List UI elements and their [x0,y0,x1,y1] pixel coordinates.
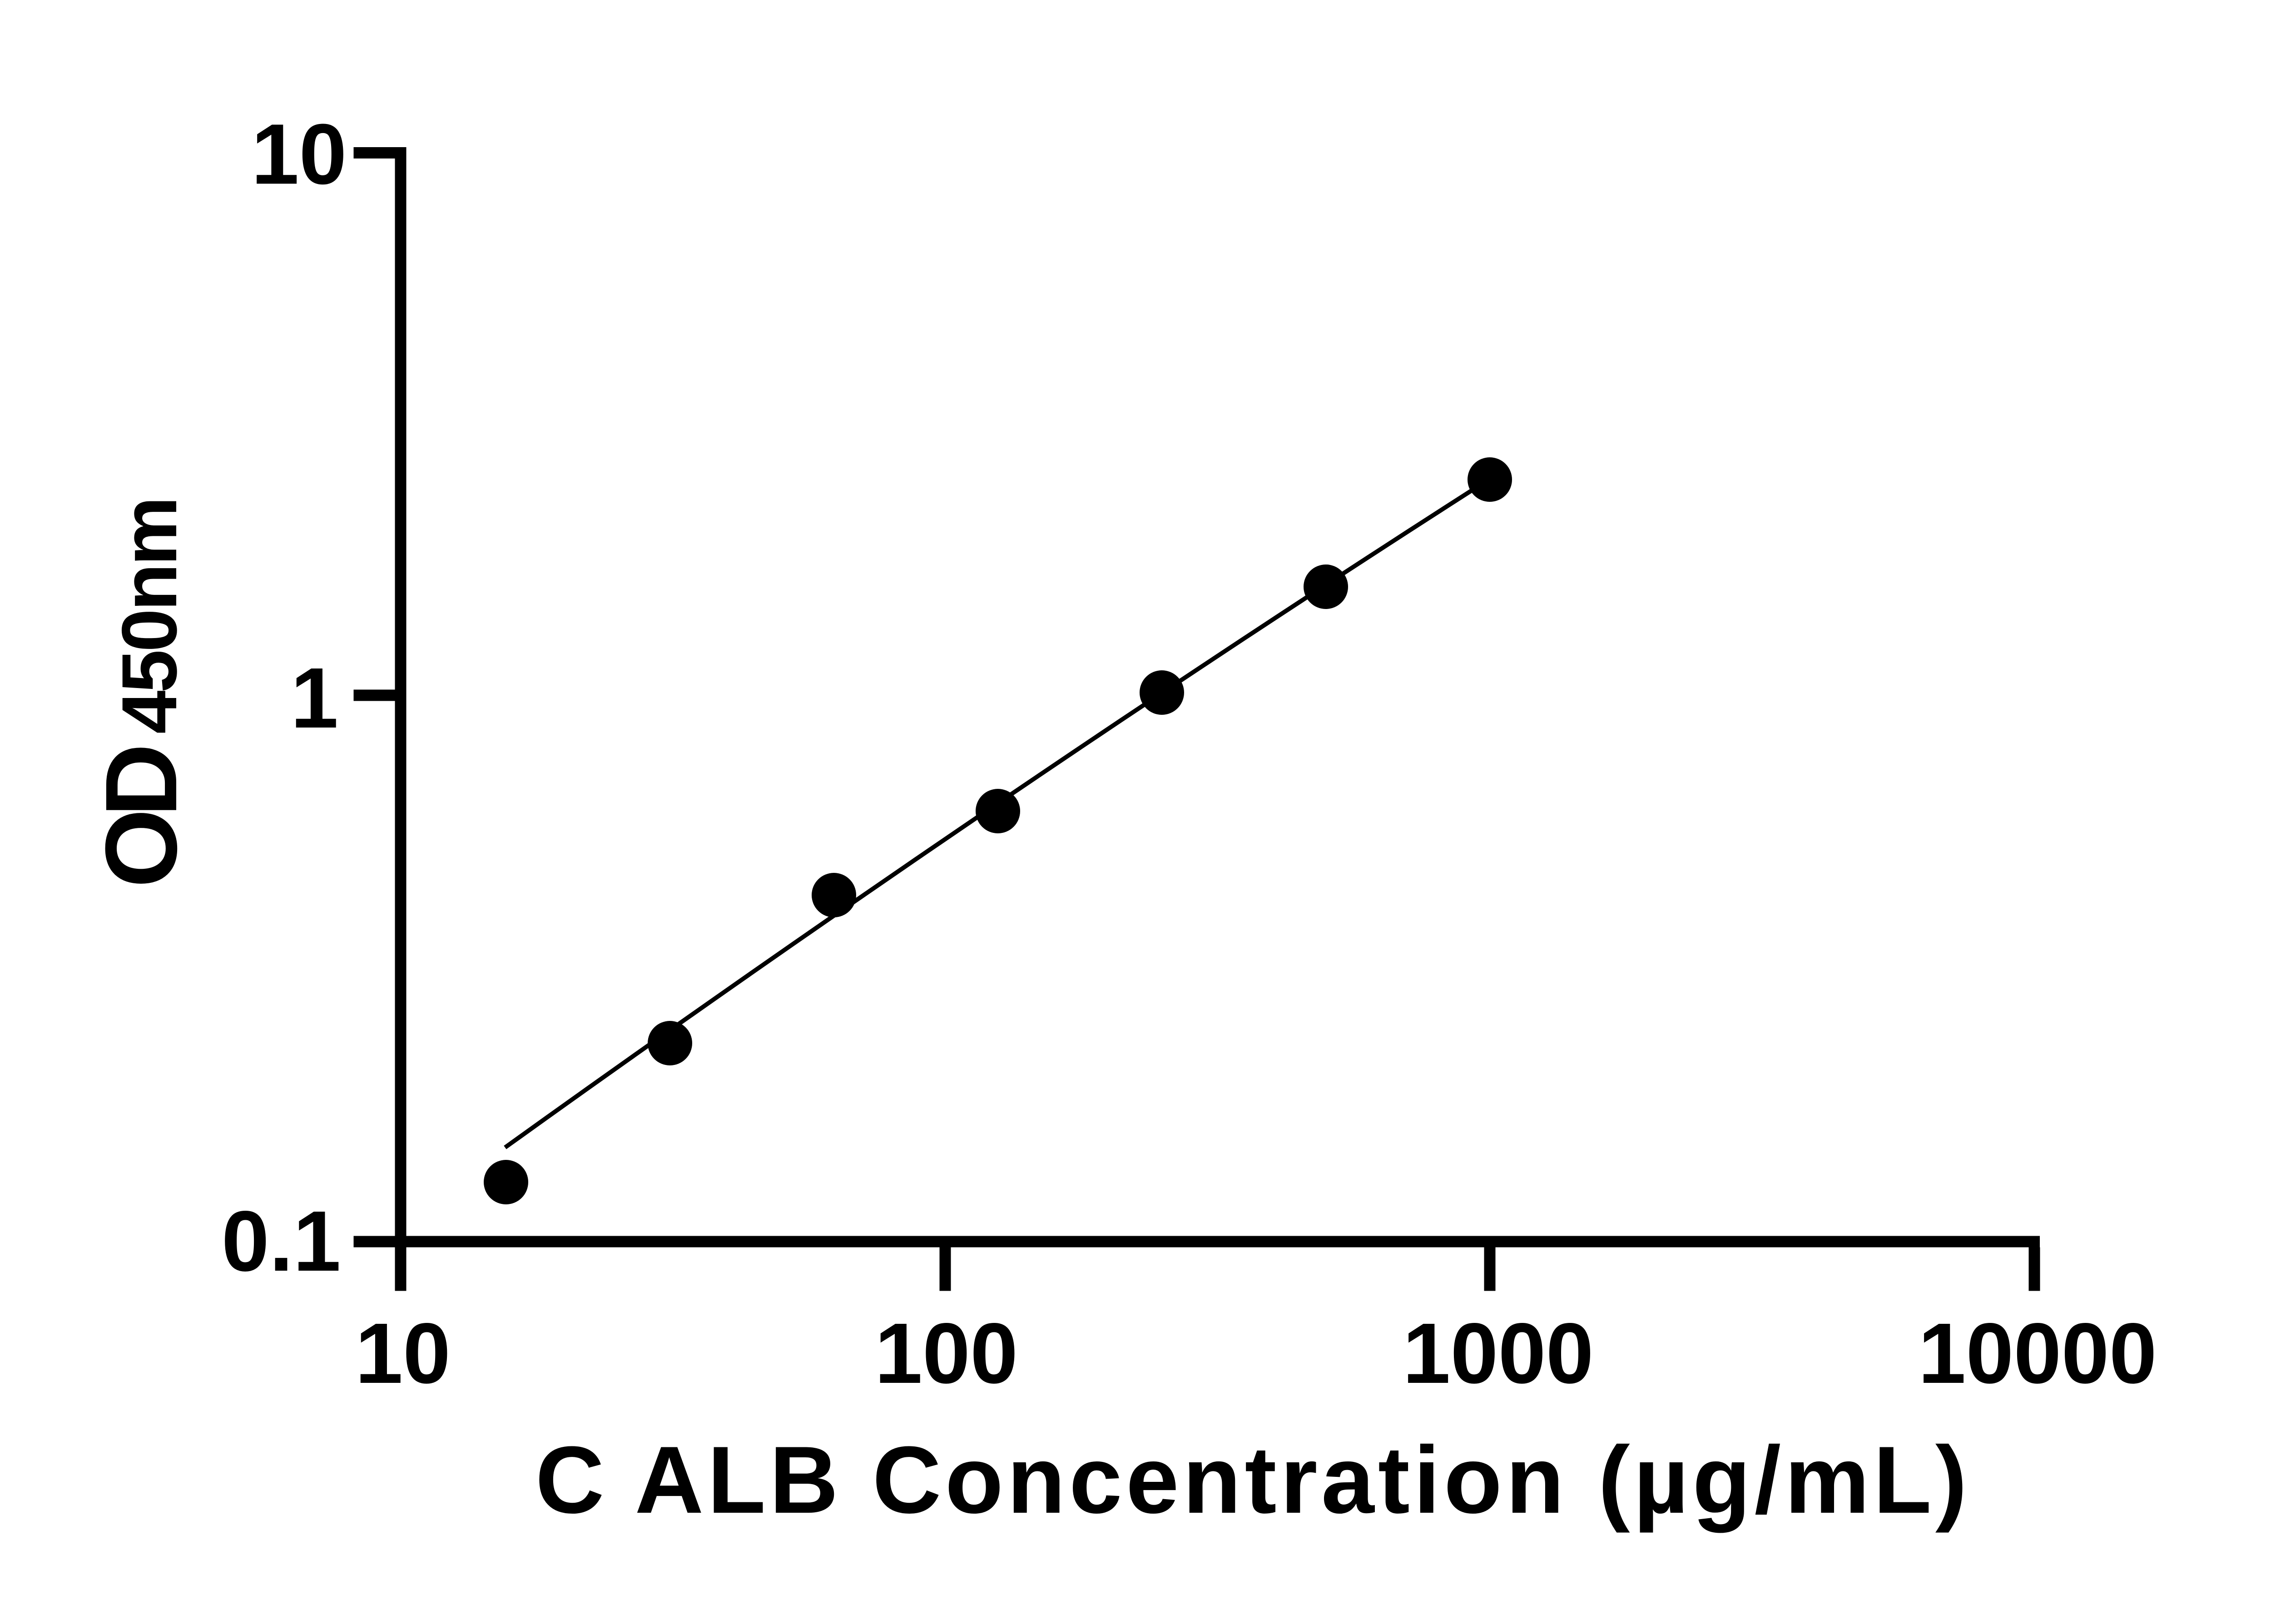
svg-text:1: 1 [291,650,338,746]
svg-text:10: 10 [355,1306,451,1401]
svg-text:10000: 10000 [1918,1306,2157,1401]
svg-text:450nm: 450nm [106,496,193,734]
svg-text:10: 10 [251,107,347,203]
svg-text:1000: 1000 [1403,1306,1593,1401]
svg-text:0.1: 0.1 [222,1193,341,1289]
svg-text:OD: OD [84,743,198,888]
svg-text:C ALB Concentration (µg/mL): C ALB Concentration (µg/mL) [536,1426,1971,1533]
svg-text:100: 100 [875,1306,1018,1401]
